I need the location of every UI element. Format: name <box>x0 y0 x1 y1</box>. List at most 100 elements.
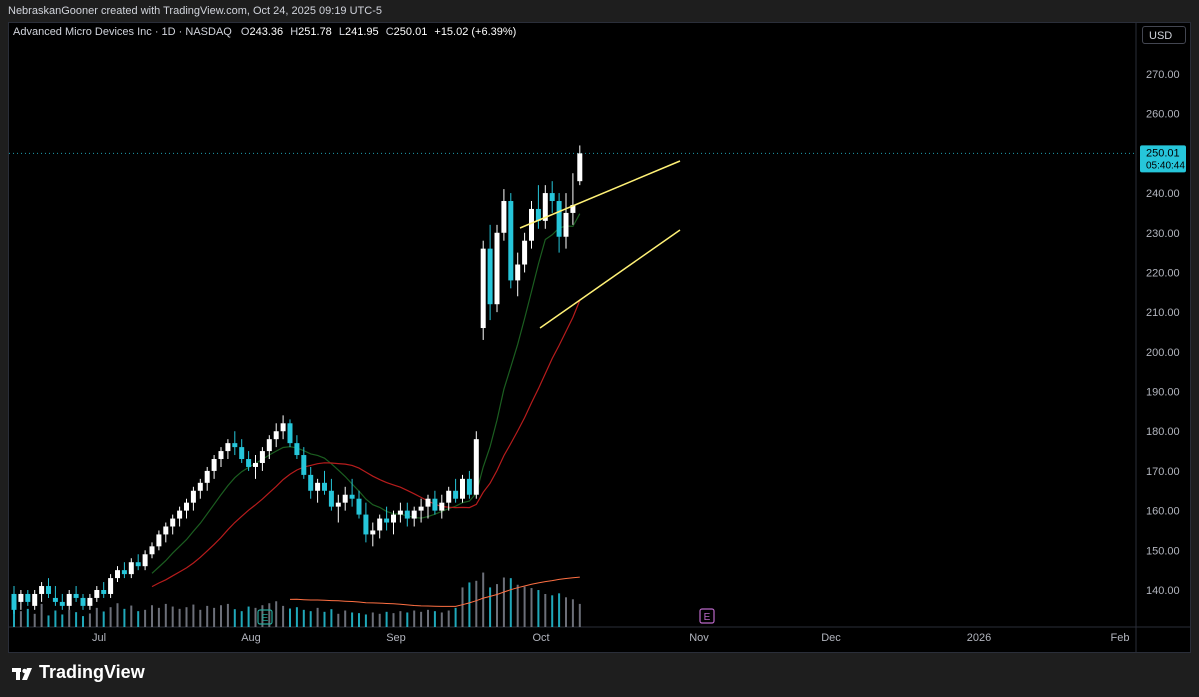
x-tick-label: Jul <box>92 632 106 644</box>
volume-bar <box>433 611 436 627</box>
volume-bar <box>509 578 512 627</box>
candle-body <box>32 593 38 606</box>
candle-body <box>204 470 210 483</box>
candle-body <box>11 593 17 610</box>
candle-body <box>190 490 196 503</box>
volume-bar <box>364 614 367 627</box>
y-tick-label: 220.00 <box>1146 267 1180 279</box>
candle-body <box>177 510 183 519</box>
candle-body <box>308 474 314 491</box>
volume-bar <box>316 607 319 627</box>
volume-bar <box>220 605 222 627</box>
volume-bar <box>358 613 360 627</box>
currency-button[interactable]: USD <box>1142 26 1186 44</box>
volume-bar <box>309 611 312 627</box>
footer-bar <box>0 653 1199 697</box>
y-tick-label: 260.00 <box>1146 109 1180 121</box>
candle-body <box>377 518 383 531</box>
volume-bar <box>130 605 133 627</box>
y-tick-label: 210.00 <box>1146 307 1180 319</box>
volume-bar <box>116 603 119 627</box>
y-tick-label: 190.00 <box>1146 387 1180 399</box>
volume-bar <box>385 611 388 627</box>
candle-body <box>487 248 493 305</box>
volume-bar <box>578 603 581 627</box>
volume-bar <box>371 612 374 627</box>
x-tick-label: Dec <box>821 632 841 644</box>
volume-bar <box>240 611 243 627</box>
candle-body <box>280 423 286 432</box>
candle-body <box>335 502 341 507</box>
volume-bar <box>330 609 333 627</box>
volume-bar <box>151 605 153 627</box>
candle-body <box>135 562 141 567</box>
volume-bar <box>378 613 381 627</box>
volume-bar <box>571 599 574 627</box>
volume-bar <box>406 612 409 627</box>
volume-bar <box>47 615 50 627</box>
candle-body <box>197 482 203 491</box>
y-tick-label: 170.00 <box>1146 466 1180 478</box>
chart-pane[interactable] <box>8 22 1191 653</box>
volume-bar <box>558 593 561 627</box>
candle-body <box>397 510 403 515</box>
candle-body <box>404 510 410 519</box>
candle-body <box>225 443 231 452</box>
candle-body <box>59 601 65 606</box>
candle-body <box>460 478 465 499</box>
candle-body <box>121 570 127 575</box>
candle-body <box>370 530 376 535</box>
channel-upper-line <box>519 160 681 229</box>
volume-bar <box>454 607 457 627</box>
candle-body <box>432 498 438 511</box>
close-value: 250.01 <box>393 26 428 38</box>
volume-bar <box>137 611 140 627</box>
candle-body <box>18 593 24 602</box>
x-tick-label: Oct <box>532 632 549 644</box>
candle-body <box>570 204 576 213</box>
volume-bar <box>475 580 478 627</box>
candle-body <box>211 459 217 471</box>
candle-body <box>239 447 245 460</box>
close-label: C <box>385 26 394 38</box>
x-tick-label: Feb <box>1111 632 1130 644</box>
candle-body <box>87 597 93 606</box>
x-tick-label: 2026 <box>967 632 991 644</box>
volume-bar <box>233 609 236 627</box>
volume-bar <box>530 588 533 627</box>
volume-bar <box>351 612 354 627</box>
candle-body <box>356 498 362 515</box>
candle-body <box>73 593 79 598</box>
volume-bar <box>268 603 271 627</box>
candle-body <box>246 459 252 467</box>
low-label: L <box>338 26 345 38</box>
volume-bar <box>213 607 216 627</box>
high-value: 251.78 <box>298 26 332 38</box>
candle-body <box>46 586 51 594</box>
attribution-bar: NebraskanGooner created with TradingView… <box>0 0 1199 22</box>
candle-body <box>418 506 424 511</box>
candle-body <box>273 431 279 440</box>
candle-body <box>349 494 355 499</box>
open-label: O <box>240 26 250 38</box>
x-tick-label: Nov <box>689 632 709 644</box>
candle-body <box>25 593 31 602</box>
y-tick-label: 230.00 <box>1146 228 1180 240</box>
x-tick-label: Sep <box>386 632 406 644</box>
volume-bar <box>275 601 278 627</box>
y-tick-label: 160.00 <box>1146 506 1180 518</box>
volume-bar <box>226 603 229 627</box>
open-value: 243.36 <box>249 26 284 38</box>
candle-body <box>363 514 369 535</box>
volume-bar <box>75 612 78 627</box>
candle-body <box>453 490 459 499</box>
earnings-marker-upcoming-box <box>699 608 715 624</box>
candle-body <box>184 502 189 511</box>
volume-bar <box>157 607 160 627</box>
volume-bar <box>54 610 57 627</box>
volume-bar <box>323 611 326 627</box>
candle-body <box>163 526 169 535</box>
candle-body <box>149 546 155 555</box>
candle-body <box>156 534 162 547</box>
